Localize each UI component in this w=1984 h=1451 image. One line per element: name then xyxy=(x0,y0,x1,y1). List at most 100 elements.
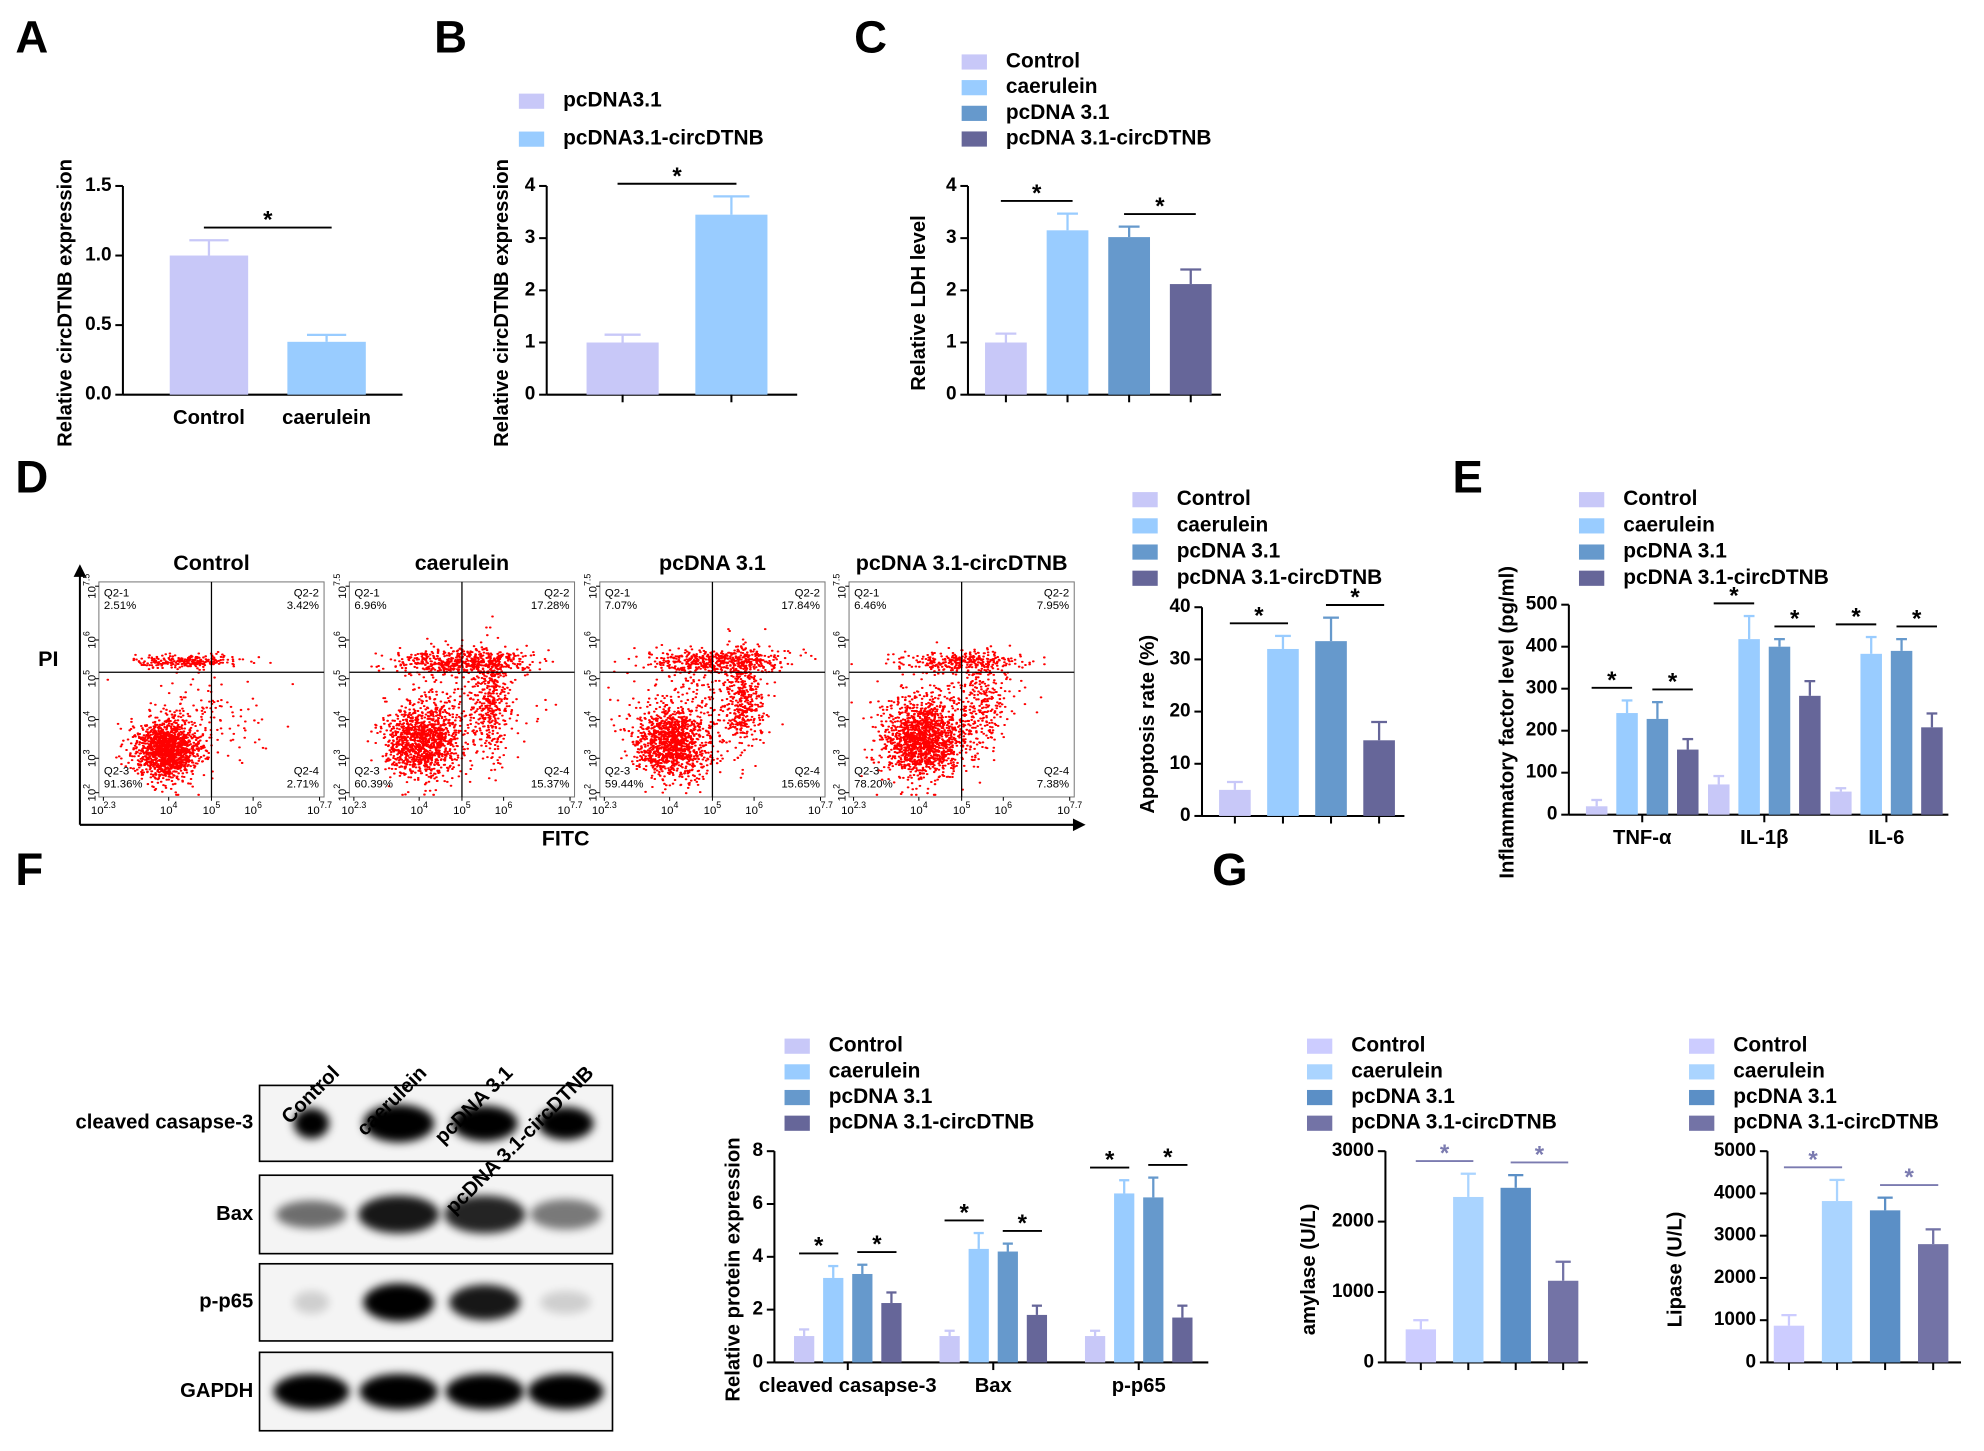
blot-band xyxy=(537,1106,594,1140)
legend-label: Control xyxy=(1006,50,1080,73)
y-tick-label: 2000 xyxy=(1714,1267,1756,1288)
legend-label: Control xyxy=(1177,487,1251,510)
blot-band xyxy=(293,1108,330,1139)
y-axis-label: Relative circDTNB expression xyxy=(491,159,513,447)
significance-label: * xyxy=(959,1199,969,1226)
flow-y-tick-label: 106 xyxy=(832,631,849,649)
flow-y-tick-label: 106 xyxy=(82,631,99,649)
y-tick-label: 3000 xyxy=(1714,1225,1756,1246)
flow-y-tick-label: 102 xyxy=(832,784,849,802)
flow-y-tick-label-exp: 2 xyxy=(82,784,92,789)
legend-swatch xyxy=(784,1115,810,1131)
significance-label: * xyxy=(1607,667,1617,694)
legend-swatch xyxy=(1578,492,1605,508)
flow-x-tick-label-base: 10 xyxy=(745,805,758,817)
legend-swatch xyxy=(1306,1038,1333,1054)
flow-y-tick-label: 102 xyxy=(583,784,600,802)
bar xyxy=(1108,237,1151,395)
blot-row-label: p-p65 xyxy=(199,1291,253,1313)
flow-x-tick-label: 107.7 xyxy=(808,800,833,817)
flow-y-tick-label: 102 xyxy=(82,784,99,802)
flow-y-tick-label-base: 10 xyxy=(87,586,99,599)
significance-label: * xyxy=(1790,605,1800,632)
flow-x-label: FITC xyxy=(542,827,590,851)
y-axis-label: Relative protein expression xyxy=(722,1137,744,1401)
flow-y-tick-label: 105 xyxy=(82,670,99,688)
bar xyxy=(794,1336,815,1363)
flow-y-tick-label-base: 10 xyxy=(87,636,99,649)
flow-y-tick-label-base: 10 xyxy=(337,675,349,688)
flow-x-tick-label-base: 10 xyxy=(453,805,466,817)
flow-y-tick-label-base: 10 xyxy=(588,675,600,688)
flow-x-tick-label-base: 10 xyxy=(995,805,1008,817)
legend-label: pcDNA 3.1 xyxy=(1351,1085,1455,1108)
flow-x-tick-label: 106 xyxy=(495,800,513,817)
flow-x-tick-label: 105 xyxy=(704,800,722,817)
bar xyxy=(1084,1336,1106,1363)
flow-y-tick-label-exp: 2 xyxy=(583,784,593,789)
quadrant-percent: 7.95% xyxy=(1037,600,1069,612)
y-tick-label: 3 xyxy=(946,227,957,248)
blot-band xyxy=(293,1290,330,1314)
flow-y-tick-label: 107.5 xyxy=(332,574,349,599)
flow-y-tick-label-exp: 4 xyxy=(82,711,92,716)
y-axis-label: Relative LDH level xyxy=(908,215,930,390)
flow-y-tick-label-exp: 6 xyxy=(583,631,593,636)
y-tick-label: 4000 xyxy=(1714,1182,1756,1203)
flow-x-tick-label-base: 10 xyxy=(558,805,571,817)
legend-swatch xyxy=(1689,1038,1715,1054)
bar xyxy=(1677,749,1699,815)
legend-swatch xyxy=(1132,492,1158,508)
y-tick-label: 1000 xyxy=(1332,1281,1374,1302)
flow-y-tick-label-exp: 2 xyxy=(332,784,342,789)
x-tick-label: IL-6 xyxy=(1868,827,1904,849)
flow-y-tick-label-exp: 7.5 xyxy=(832,574,842,586)
flow-x-tick-label-exp: 7.7 xyxy=(821,800,833,810)
blot-band xyxy=(445,1373,524,1410)
legend-label: pcDNA 3.1 xyxy=(1623,540,1727,563)
bar xyxy=(1921,727,1943,815)
x-tick-label: p-p65 xyxy=(1112,1375,1166,1397)
bar xyxy=(586,342,659,395)
blot-band xyxy=(275,1200,347,1229)
x-tick-label: Control xyxy=(173,407,245,429)
significance-label: * xyxy=(1018,1210,1028,1237)
flow-y-tick-label: 103 xyxy=(832,749,849,767)
flow-y-label: PI xyxy=(38,647,58,671)
flow-x-tick-label-base: 10 xyxy=(704,805,717,817)
flow-plot-title: caerulein xyxy=(415,551,509,575)
bar xyxy=(1708,784,1730,815)
x-tick-label: TNF-α xyxy=(1613,827,1672,849)
legend-label: Control xyxy=(829,1034,903,1057)
flow-x-tick-label-exp: 6 xyxy=(257,800,262,810)
y-tick-label: 5000 xyxy=(1714,1140,1756,1161)
significance-label: * xyxy=(1851,603,1861,630)
quadrant-percent: 6.46% xyxy=(854,600,886,612)
flow-y-tick-label-base: 10 xyxy=(588,586,600,599)
panel-letter: E xyxy=(1452,452,1482,503)
flow-y-tick-label-exp: 2 xyxy=(832,784,842,789)
significance-label: * xyxy=(1105,1147,1115,1174)
legend-swatch xyxy=(784,1038,810,1054)
y-axis-label: amylase (U/L) xyxy=(1298,1204,1320,1336)
quadrant-name: Q2-1 xyxy=(104,587,129,599)
y-tick-label: 1 xyxy=(946,332,957,353)
bar xyxy=(997,1251,1018,1363)
y-tick-label: 3000 xyxy=(1332,1140,1374,1161)
bar xyxy=(1114,1193,1135,1363)
flow-x-tick-label-exp: 7.7 xyxy=(320,800,332,810)
flow-x-tick-label-base: 10 xyxy=(808,805,821,817)
y-tick-label: 2 xyxy=(752,1299,763,1320)
bar xyxy=(1616,713,1638,815)
flow-y-tick-label-exp: 3 xyxy=(82,749,92,754)
bar xyxy=(1773,1325,1805,1363)
significance-label: * xyxy=(672,163,682,190)
quadrant-percent: 60.39% xyxy=(354,778,393,790)
legend-label: pcDNA 3.1 xyxy=(1733,1085,1837,1108)
flow-y-tick-label-base: 10 xyxy=(837,716,849,729)
quadrant-percent: 17.84% xyxy=(781,600,820,612)
flow-y-tick-label-exp: 5 xyxy=(583,670,593,675)
y-axis-label: Apoptosis rate (%) xyxy=(1137,635,1159,814)
significance-label: * xyxy=(1440,1140,1450,1167)
flow-x-tick-label: 102.3 xyxy=(841,800,866,817)
